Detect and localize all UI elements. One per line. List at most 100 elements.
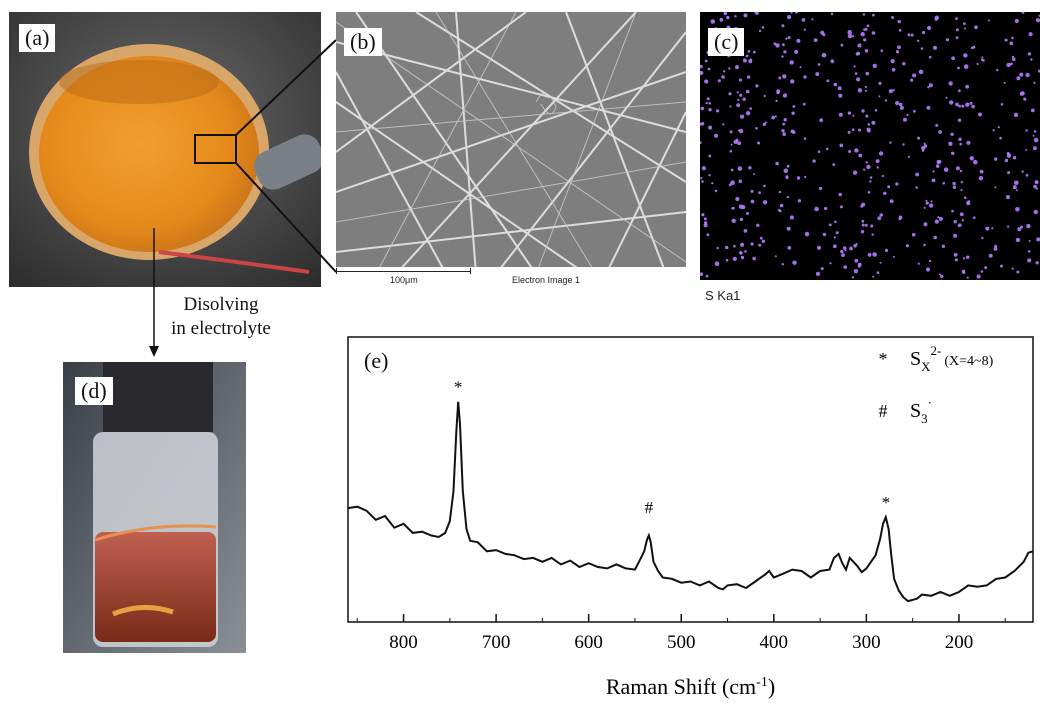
sulfur-dot [706,97,710,101]
sulfur-dot [803,137,807,140]
sulfur-dot [879,213,883,217]
sulfur-dot [963,64,969,69]
sulfur-dot [966,140,971,145]
sulfur-dot [1034,180,1039,185]
sulfur-dot [738,179,743,184]
sulfur-dot [911,232,916,237]
sulfur-dot [954,258,958,262]
sulfur-dot [953,220,957,224]
sulfur-dot [853,65,856,68]
sulfur-dot [1036,237,1040,242]
sulfur-dot [925,201,929,205]
sulfur-dot [1006,62,1011,68]
sulfur-dot [742,58,747,63]
sulfur-dot [750,189,754,193]
sulfur-dot [775,99,778,103]
sulfur-dot [864,49,869,53]
sulfur-dot [854,148,859,153]
sulfur-dot [955,102,959,107]
sulfur-dot [861,223,865,227]
sulfur-dot [895,182,899,186]
sulfur-dot [953,253,958,257]
sulfur-dot [787,246,792,250]
sulfur-dot [818,186,823,191]
sulfur-dot [724,245,729,250]
sulfur-dot [1021,12,1025,14]
sulfur-dot [955,166,960,171]
sulfur-dot [811,18,814,21]
sulfur-dot [883,191,887,195]
sulfur-dot [828,223,832,227]
sulfur-dot [785,37,788,40]
peak-markers: * # * [454,378,890,518]
sulfur-dot [790,129,795,134]
sulfur-dot [879,261,882,264]
x-axis-label: Raman Shift (cm-1) [606,674,775,699]
sulfur-dot [880,49,884,52]
sulfur-dot [708,154,712,158]
sulfur-dot [1027,52,1032,56]
sulfur-dot [898,217,902,221]
sulfur-dot [752,256,756,261]
sulfur-dot [757,141,761,145]
sulfur-dot [747,75,751,79]
sulfur-dot [854,72,858,75]
sulfur-map [700,12,1040,279]
sulfur-dot [790,79,795,84]
x-tick-label: 600 [574,632,603,653]
sulfur-dot [1005,195,1011,200]
sulfur-dot [898,28,902,32]
sulfur-dot [1032,134,1035,137]
sulfur-dot [815,271,820,276]
sulfur-dot [903,117,907,122]
sulfur-dot [891,16,895,19]
sulfur-dot [992,129,995,132]
sulfur-dot [817,245,821,250]
sulfur-dot [804,175,807,179]
sulfur-dot [764,121,767,124]
sulfur-dot [925,199,928,202]
sulfur-dot [1011,267,1014,270]
electron-image-caption: Electron Image 1 [512,275,581,285]
scale-bar-label: 100μm [390,275,418,285]
sulfur-dot [1019,91,1024,96]
sulfur-dot [889,141,892,144]
sulfur-dot [1026,223,1031,229]
sulfur-dot [1014,180,1019,186]
sulfur-dot [899,105,904,110]
sulfur-dot [840,205,843,209]
sulfur-dot [744,250,747,253]
sulfur-dot [782,74,787,79]
sulfur-dot [804,231,810,237]
sulfur-dot [867,129,871,133]
sulfur-dot [789,60,794,65]
sulfur-dot [737,141,742,146]
sulfur-dot [948,141,953,146]
sulfur-dot [988,253,993,258]
sulfur-dot [750,242,754,246]
sulfur-dot [776,91,780,95]
sulfur-dot [728,183,732,187]
sulfur-dot [892,89,895,92]
sulfur-dot [758,243,762,247]
sulfur-dot [802,102,806,106]
sulfur-dot [774,115,777,118]
sulfur-dot [884,99,888,102]
sulfur-dot [740,255,745,260]
sulfur-dot [753,173,756,175]
sulfur-dot [872,252,877,257]
sulfur-dot [858,128,861,132]
sulfur-dot [964,27,967,30]
sulfur-dot [738,78,743,82]
sulfur-dot [735,65,739,70]
sulfur-dot [1023,97,1027,101]
sulfur-dot [755,127,758,130]
sulfur-dot [728,67,731,70]
x-tick-label: 500 [667,632,696,653]
sulfur-dot [704,59,708,63]
sulfur-dot [897,45,901,50]
sulfur-dot [872,275,875,278]
sulfur-dot [737,98,740,101]
sulfur-dot [839,143,844,148]
sulfur-dot [1007,225,1010,228]
